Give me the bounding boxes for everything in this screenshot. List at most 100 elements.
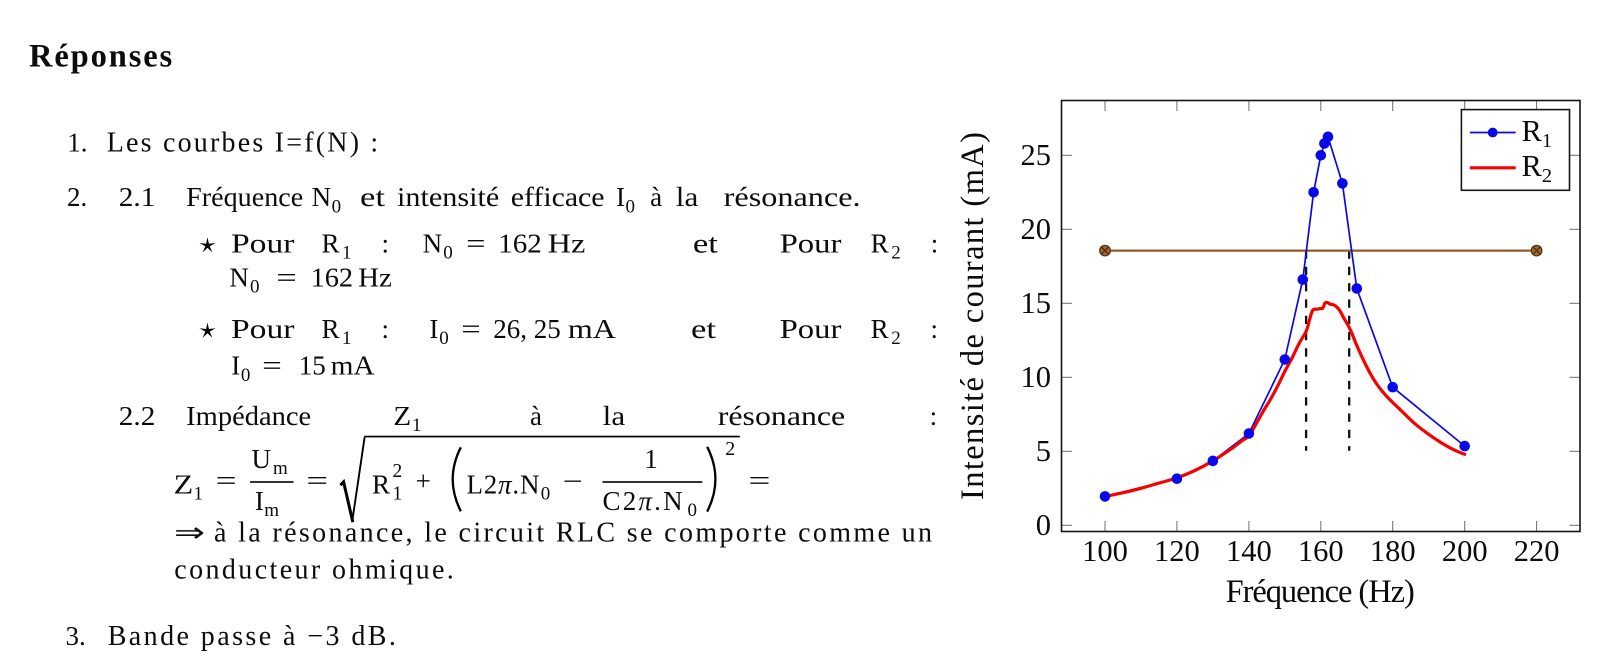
svg-text:Fréquence (Hz): Fréquence (Hz) [1226, 574, 1415, 610]
svg-text:15: 15 [299, 351, 326, 381]
svg-text:R: R [322, 314, 340, 344]
svg-text:0: 0 [439, 328, 449, 349]
svg-text:=: = [262, 351, 282, 381]
svg-text:R: R [322, 229, 340, 259]
svg-text:=: = [306, 466, 328, 496]
svg-text:Hz: Hz [358, 263, 392, 293]
svg-text:Pour: Pour [231, 229, 294, 259]
svg-text:1: 1 [342, 328, 352, 349]
svg-text:mA: mA [568, 314, 617, 344]
svg-text:2: 2 [393, 461, 403, 482]
svg-text:Intensité de courant (mA): Intensité de courant (mA) [955, 132, 991, 500]
svg-text:20: 20 [1021, 212, 1052, 246]
svg-text:1.: 1. [67, 128, 87, 158]
svg-text:=: = [466, 229, 485, 259]
svg-text:et: et [691, 314, 717, 344]
svg-text:+: + [416, 466, 431, 496]
svg-text:R: R [871, 314, 889, 344]
svg-text:à: à [650, 182, 662, 212]
svg-text:=: = [276, 263, 297, 293]
svg-text:Impédance: Impédance [186, 401, 311, 431]
svg-text:Z: Z [174, 469, 194, 499]
svg-text:0: 0 [688, 500, 698, 521]
svg-text:2.2: 2.2 [119, 401, 156, 431]
svg-text:1: 1 [393, 483, 403, 504]
svg-text:0: 0 [1036, 508, 1051, 542]
svg-text:−: − [563, 466, 583, 496]
svg-text:200: 200 [1442, 534, 1488, 568]
svg-text:conducteur ohmique.: conducteur ohmique. [174, 555, 454, 586]
svg-text:Z: Z [393, 401, 411, 431]
svg-text:1: 1 [412, 415, 422, 436]
svg-text:1: 1 [194, 484, 204, 505]
svg-text:5: 5 [1036, 434, 1051, 468]
svg-text:160: 160 [1298, 534, 1344, 568]
svg-text:=: = [216, 466, 237, 496]
svg-text:I: I [429, 314, 438, 344]
svg-text:2.1: 2.1 [119, 182, 156, 212]
svg-text:0: 0 [250, 277, 260, 298]
svg-text:m: m [273, 458, 288, 479]
svg-text:R: R [372, 469, 390, 499]
svg-text:Pour: Pour [231, 314, 294, 344]
svg-text:=: = [749, 466, 771, 496]
svg-text:m: m [264, 500, 279, 521]
svg-text:Fréquence: Fréquence [186, 182, 303, 212]
svg-text:à: à [530, 401, 542, 431]
svg-text:N: N [229, 263, 249, 293]
svg-text:2: 2 [891, 328, 901, 349]
svg-text:0: 0 [541, 484, 551, 505]
svg-text:à la résonance, le circuit RLC: à la résonance, le circuit RLC se compor… [214, 518, 932, 549]
svg-text:R: R [871, 229, 889, 259]
svg-text:Hz: Hz [548, 229, 586, 259]
svg-text:Bande passe à −3 dB.: Bande passe à −3 dB. [108, 621, 396, 652]
svg-text:0: 0 [241, 365, 251, 386]
svg-text:0: 0 [626, 196, 636, 217]
svg-text::: : [382, 229, 390, 259]
svg-text:180: 180 [1370, 534, 1416, 568]
svg-text:Les courbes I=f(N) :: Les courbes I=f(N) : [107, 128, 379, 159]
svg-text:I: I [255, 486, 264, 516]
svg-text::: : [931, 229, 939, 259]
svg-text:et: et [360, 182, 386, 212]
svg-text:15: 15 [1021, 286, 1052, 320]
svg-text::: : [931, 314, 939, 344]
svg-text:1: 1 [644, 444, 658, 474]
svg-text:I: I [231, 351, 240, 381]
svg-text:0: 0 [332, 196, 342, 217]
svg-text:Pour: Pour [780, 229, 842, 259]
svg-text:3.: 3. [66, 621, 86, 651]
svg-text:C2π.N: C2π.N [603, 486, 685, 516]
svg-text:⇒: ⇒ [174, 518, 205, 548]
svg-text:2.: 2. [67, 182, 87, 212]
svg-text:N: N [423, 229, 443, 259]
svg-text:la: la [603, 401, 626, 431]
svg-text:U: U [252, 444, 272, 474]
svg-text:N: N [312, 182, 332, 212]
svg-text:I: I [616, 182, 625, 212]
svg-text:et: et [693, 229, 719, 259]
svg-text::: : [930, 401, 938, 431]
svg-text::: : [382, 314, 390, 344]
svg-text:10: 10 [1021, 360, 1052, 394]
svg-text:efficace: efficace [511, 182, 605, 212]
svg-text:100: 100 [1082, 534, 1128, 568]
svg-text:2: 2 [891, 243, 901, 264]
svg-text:=: = [461, 314, 480, 344]
svg-text:mA: mA [331, 351, 376, 381]
svg-text:résonance.: résonance. [724, 182, 861, 212]
svg-text:L2π.N: L2π.N [467, 469, 541, 499]
svg-text:intensité: intensité [397, 182, 499, 212]
svg-text:la: la [676, 182, 699, 212]
svg-text:120: 120 [1154, 534, 1200, 568]
svg-text:26, 25: 26, 25 [493, 314, 561, 344]
svg-text:1: 1 [342, 243, 352, 264]
svg-text:220: 220 [1514, 534, 1560, 568]
svg-text:140: 140 [1226, 534, 1272, 568]
svg-text:Réponses: Réponses [29, 38, 172, 74]
svg-text:25: 25 [1021, 138, 1052, 172]
svg-text:résonance: résonance [718, 401, 845, 431]
svg-text:0: 0 [443, 243, 453, 264]
svg-text:2: 2 [725, 438, 735, 460]
svg-text:162: 162 [311, 263, 354, 293]
